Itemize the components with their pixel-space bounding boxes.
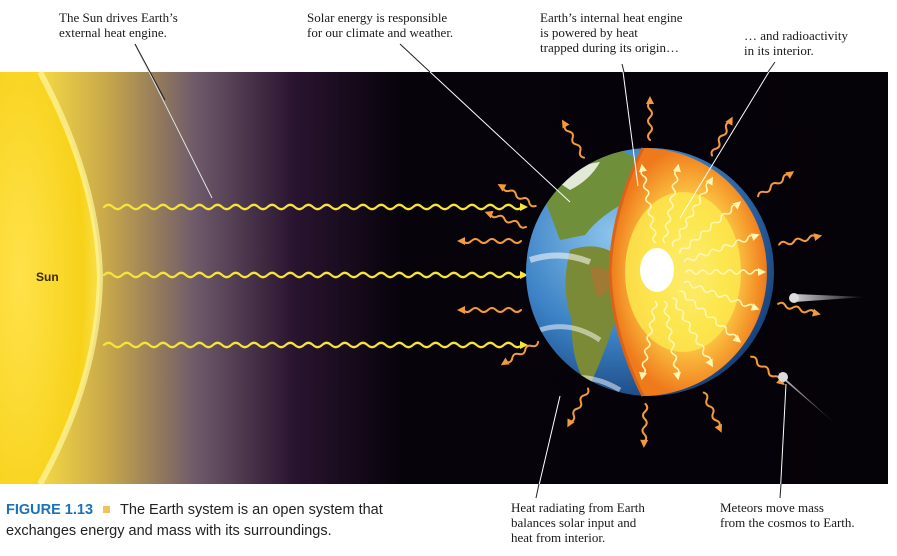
sun-glow-edge <box>37 70 104 486</box>
interior-heat-arrow <box>679 201 742 254</box>
interior-heat-arrow <box>685 268 766 276</box>
sun-label: Sun <box>36 270 59 284</box>
radiating-heat-arrow <box>640 402 649 448</box>
radiating-heat-arrow <box>757 171 795 198</box>
callout-internal-engine: Earth’s internal heat engine is powered … <box>540 10 683 55</box>
radiating-heat-arrows <box>484 96 823 448</box>
interior-heat-arrow <box>679 290 742 343</box>
outer-core <box>625 192 741 352</box>
callout-solar-energy: Solar energy is responsible for our clim… <box>307 10 454 40</box>
interior-heat-arrow <box>662 163 681 244</box>
reflected-heat-arrows <box>457 237 522 314</box>
radiating-heat-arrow <box>497 184 537 208</box>
sun <box>0 72 100 484</box>
radiating-heat-arrow <box>710 116 733 157</box>
interior-heat-arrow <box>683 233 760 263</box>
callout-heat-radiating: Heat radiating from Earth balances solar… <box>511 500 645 545</box>
radiating-heat-arrow <box>567 387 590 428</box>
caption-text: The Earth system is an open system that … <box>6 502 383 539</box>
reflected-heat-arrow <box>457 237 522 245</box>
sunlight-arrows <box>102 203 528 349</box>
interior-heat-arrow <box>683 280 760 311</box>
meteor <box>778 372 788 382</box>
sunlight-arrow <box>102 341 528 349</box>
continents <box>529 150 640 393</box>
radiating-heat-arrow <box>702 391 722 433</box>
radiating-heat-arrow <box>500 340 540 366</box>
callout-radioactivity: … and radioactivity in its interior. <box>744 28 848 58</box>
figure-label: FIGURE 1.13 <box>6 502 94 518</box>
meteor <box>789 293 799 303</box>
leader-lines-outside <box>134 43 782 499</box>
figure-caption: FIGURE 1.13 The Earth system is an open s… <box>6 500 446 542</box>
radiating-heat-arrow <box>646 96 654 141</box>
meteors <box>778 293 866 426</box>
caption-bullet <box>103 505 111 513</box>
meteor-tail <box>794 294 866 302</box>
radiating-heat-arrow <box>562 119 585 159</box>
interior-heat-arrows <box>639 163 766 381</box>
interior-heat-arrow <box>639 300 658 381</box>
callout-meteors: Meteors move mass from the cosmos to Ear… <box>720 500 855 530</box>
radiating-heat-arrow <box>777 301 821 317</box>
meteor-tail <box>778 372 838 426</box>
sunlight-arrow <box>102 203 528 211</box>
inner-core <box>640 248 674 292</box>
interior-heat-arrow <box>639 163 657 244</box>
earth <box>526 147 774 397</box>
radiating-heat-arrow <box>778 233 823 246</box>
radiating-heat-arrow <box>484 210 527 229</box>
leader-lines <box>134 43 787 499</box>
interior-heat-arrow <box>672 297 713 368</box>
reflected-heat-arrow <box>457 306 522 314</box>
sunlight-arrow <box>102 271 528 279</box>
cutaway-edge <box>608 147 645 397</box>
interior-heat-arrow <box>663 300 681 381</box>
interior-heat-arrow <box>671 176 713 247</box>
callout-sun-drives: The Sun drives Earth’s external heat eng… <box>59 10 178 40</box>
